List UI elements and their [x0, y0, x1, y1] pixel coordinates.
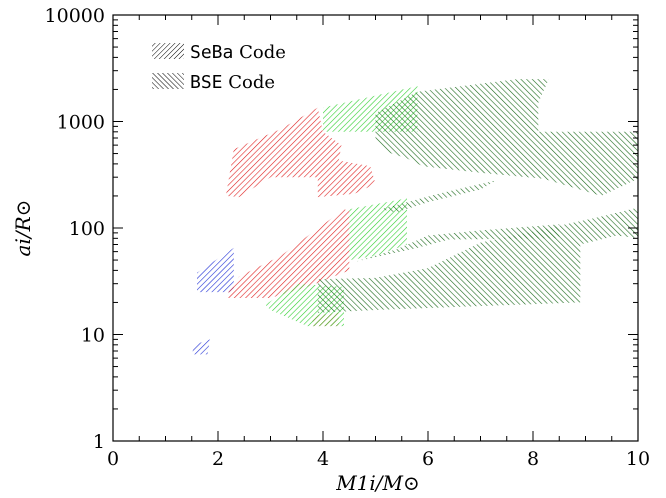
legend: SeBa Code BSE Code — [152, 42, 286, 93]
x-axis-label: M1i/M⊙ — [335, 471, 420, 495]
y-tick-label: 100 — [69, 218, 105, 240]
region-red-2 — [225, 107, 376, 198]
region-darkgreen-11 — [380, 180, 497, 213]
x-tick-label: 8 — [527, 448, 539, 470]
y-tick-label: 1000 — [57, 112, 105, 134]
region-darkgreen-10 — [354, 224, 560, 262]
legend-entry-seba: SeBa Code — [190, 42, 286, 63]
plot-frame — [112, 14, 639, 442]
x-tick-label: 2 — [212, 448, 224, 470]
legend-entry-bse: BSE Code — [190, 72, 275, 93]
y-tick-label: 1 — [93, 431, 105, 453]
y-axis-label: ai/R⊙ — [11, 200, 35, 257]
region-blue-1 — [191, 339, 211, 355]
tick-layer: 0 2 4 6 8 10 1 10 100 1000 10000 — [45, 5, 651, 470]
region-blue-0 — [197, 247, 234, 293]
x-tick-label: 6 — [422, 448, 434, 470]
region-layer — [191, 79, 638, 355]
y-tick-label: 10 — [81, 325, 105, 347]
x-tick-label: 4 — [317, 448, 329, 470]
x-tick-label: 0 — [107, 448, 119, 470]
legend-swatch-seba — [152, 43, 184, 59]
y-tick-label: 10000 — [45, 5, 105, 27]
region-red-3 — [228, 209, 350, 298]
x-tick-label: 10 — [626, 448, 650, 470]
region-green-6 — [349, 198, 407, 261]
legend-swatch-bse — [152, 73, 184, 89]
region-darkgreen-8 — [375, 79, 638, 196]
